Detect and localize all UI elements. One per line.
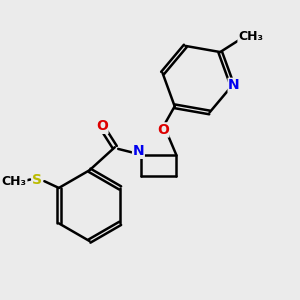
Text: S: S xyxy=(32,172,42,187)
Text: N: N xyxy=(133,144,144,158)
Text: CH₃: CH₃ xyxy=(2,175,27,188)
Text: N: N xyxy=(228,78,240,92)
Text: CH₃: CH₃ xyxy=(238,30,263,44)
Text: O: O xyxy=(157,123,169,137)
Text: O: O xyxy=(96,119,108,133)
